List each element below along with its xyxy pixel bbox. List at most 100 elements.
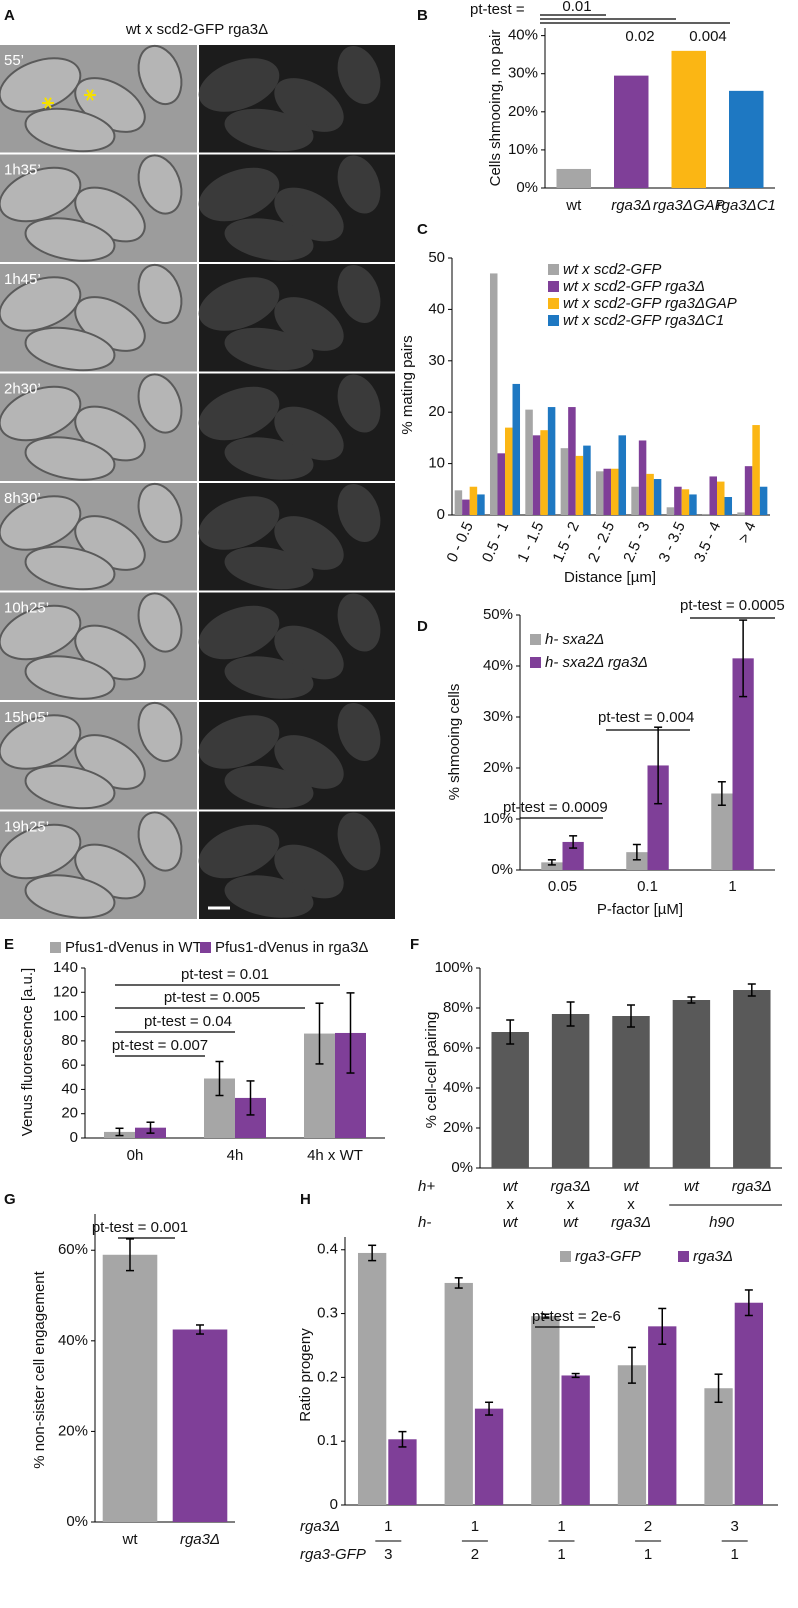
y-tick-label: 120 (53, 983, 78, 1000)
bar (595, 471, 604, 515)
x-tick-label: 1 (728, 878, 736, 895)
bar (648, 1326, 677, 1505)
bar (729, 90, 764, 188)
y-tick-label: 0% (491, 861, 513, 878)
annotation: pt-test = (470, 1, 525, 18)
legend-swatch (548, 264, 559, 275)
cell-fluorescence (198, 386, 280, 441)
x-axis-label: Distance [µm] (564, 569, 656, 586)
annotation: 0.004 (689, 28, 727, 45)
cross-label: x (506, 1196, 514, 1213)
x-tick-label: 4h (227, 1147, 244, 1164)
y-tick-label: 20% (483, 759, 513, 776)
bar (653, 479, 662, 515)
bar (689, 494, 697, 515)
bar (497, 453, 505, 515)
legend-label: h- sxa2Δ (545, 631, 604, 648)
bar (626, 852, 648, 870)
bar (666, 507, 675, 515)
bar (357, 1252, 387, 1505)
x-tick-label: wt (565, 197, 582, 214)
genotype-label: rga3Δ (551, 1178, 591, 1195)
y-axis-label: Cells shmooing, no pair (487, 30, 504, 187)
panel-letter: A (4, 7, 15, 24)
bar (525, 409, 533, 515)
bar (388, 1439, 417, 1505)
row-label: h+ (418, 1178, 435, 1195)
cell (0, 495, 82, 551)
legend-label: wt x scd2-GFP rga3ΔGAP (563, 295, 737, 312)
y-tick-label: 0.1 (317, 1432, 338, 1449)
bar (512, 383, 521, 515)
bar (704, 1388, 733, 1505)
legend-label: wt x scd2-GFP rga3ΔC1 (563, 312, 724, 329)
y-tick-label: 100% (435, 959, 473, 976)
y-tick-label: 20% (443, 1119, 473, 1136)
bar (556, 168, 591, 188)
bar (477, 494, 485, 515)
cell-fluorescence (198, 824, 280, 879)
y-tick-label: 40 (61, 1080, 78, 1097)
bar (531, 1316, 560, 1505)
timepoint-label: 2h30’ (4, 380, 41, 397)
panel-letter: G (4, 1191, 16, 1208)
cell (0, 604, 82, 661)
ratio-label: 1 (557, 1546, 565, 1563)
cell (0, 166, 82, 223)
bar (671, 50, 706, 188)
legend-swatch (50, 942, 61, 953)
panel-letter: C (417, 221, 428, 238)
y-tick-label: 40 (428, 300, 445, 317)
legend-swatch (678, 1251, 689, 1262)
cell-fluorescence (198, 167, 280, 222)
cell (0, 276, 82, 332)
y-axis-label: % shmooing cells (446, 684, 463, 801)
annotation: pt-test = 0.005 (164, 989, 260, 1006)
cell (137, 263, 183, 325)
cell (137, 811, 183, 872)
x-tick-label: 0.1 (637, 878, 658, 895)
ratio-label: 2 (471, 1546, 479, 1563)
cell-fluorescence (224, 218, 314, 261)
genotype-label: wt (503, 1178, 519, 1195)
cell (137, 592, 183, 653)
timepoint-label: 19h25’ (4, 818, 49, 835)
y-tick-label: 0 (437, 506, 445, 523)
bar (733, 990, 771, 1168)
cell-fluorescence (337, 155, 381, 214)
ratio-label: 1 (731, 1546, 739, 1563)
y-tick-label: 30% (508, 65, 538, 82)
cell-fluorescence (224, 546, 314, 590)
bar (674, 486, 682, 515)
bar (701, 513, 710, 515)
bar (561, 1375, 590, 1505)
panel-letter: B (417, 7, 428, 24)
annotation: pt-test = 2e-6 (532, 1308, 621, 1325)
bar (444, 1282, 473, 1505)
bar (744, 466, 753, 515)
bar (575, 455, 584, 515)
cell (137, 482, 183, 544)
timepoint-label: 10h25’ (4, 599, 49, 616)
x-tick-label: 0h (127, 1147, 144, 1164)
cell-fluorescence (337, 702, 381, 762)
y-tick-label: 20% (58, 1422, 88, 1439)
ratio-label: 3 (731, 1518, 739, 1535)
cell (24, 217, 116, 262)
bar (489, 273, 498, 515)
bar (562, 841, 584, 870)
cell-fluorescence (224, 765, 314, 809)
cell-fluorescence (198, 605, 280, 660)
x-tick-label: rga3ΔC1 (717, 197, 776, 214)
y-tick-label: 50% (483, 606, 513, 623)
bar (709, 476, 717, 515)
cell-fluorescence (198, 496, 280, 550)
ratio-label: 1 (384, 1518, 392, 1535)
bar (102, 1254, 158, 1522)
y-tick-label: 100 (53, 1008, 78, 1025)
y-tick-label: 0% (66, 1513, 88, 1530)
y-tick-label: 0% (516, 179, 538, 196)
bar (172, 1329, 228, 1522)
y-tick-label: 0.3 (317, 1305, 338, 1322)
cell-fluorescence (337, 812, 381, 871)
